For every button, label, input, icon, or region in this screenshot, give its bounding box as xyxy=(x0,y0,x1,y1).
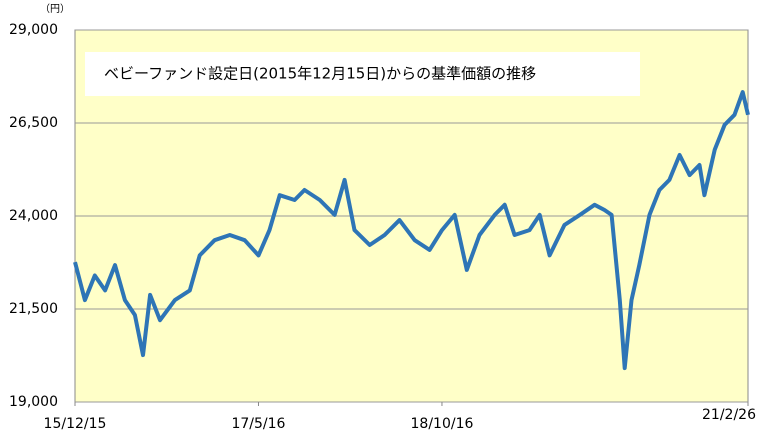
x-tick-label: 18/10/16 xyxy=(411,416,474,432)
unit-label: （円） xyxy=(40,3,70,15)
x-tick-label: 15/12/15 xyxy=(44,416,107,432)
x-tick-label: 21/2/26 xyxy=(702,407,756,423)
y-tick-label: 24,000 xyxy=(9,208,58,224)
y-tick-label: 29,000 xyxy=(9,22,58,38)
line-series xyxy=(73,90,750,371)
annotation: ベビーファンド設定日(2015年12月15日)からの基準価額の推移 xyxy=(104,65,536,83)
y-tick-label: 26,500 xyxy=(9,115,58,131)
y-tick-label: 19,000 xyxy=(9,394,58,410)
y-tick-label: 21,500 xyxy=(9,301,58,317)
annotation-box xyxy=(85,52,640,96)
x-tick-label: 17/5/16 xyxy=(231,416,285,432)
